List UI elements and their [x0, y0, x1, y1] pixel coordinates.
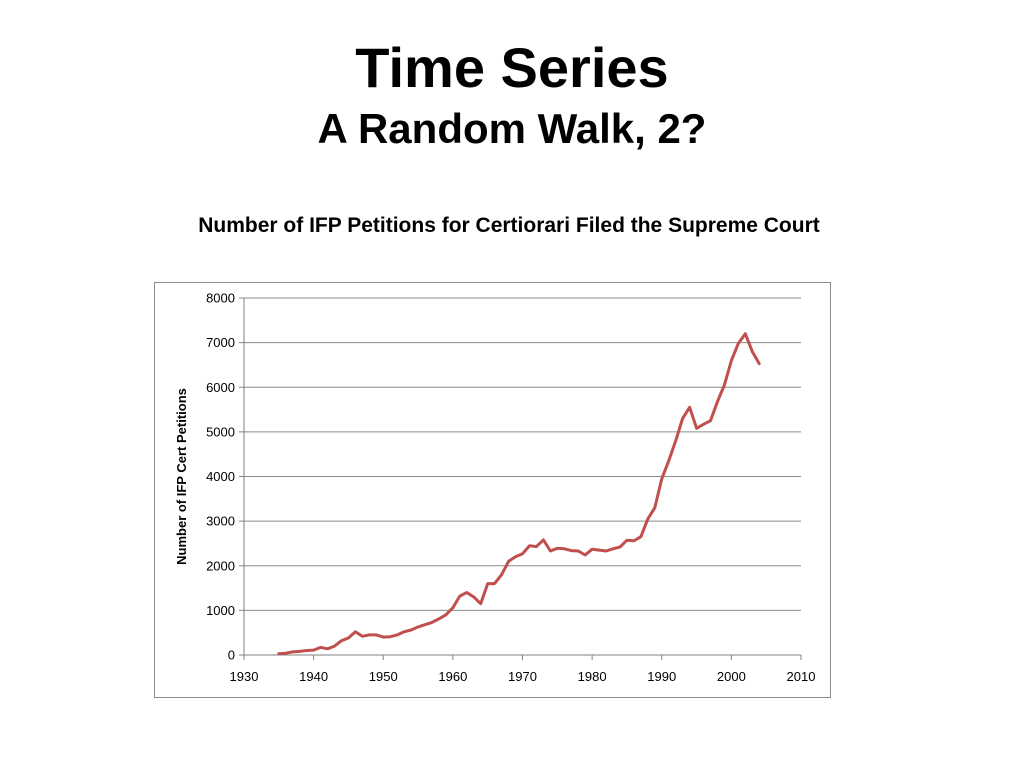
y-tick-label: 6000 — [206, 380, 235, 395]
x-tick-label: 2010 — [787, 669, 816, 684]
chart-frame: 0 1000 2000 3000 4000 5000 6000 7000 8000 1930 194… — [154, 282, 831, 698]
slide-title: Time Series — [355, 36, 669, 99]
y-tick-label: 0 — [228, 648, 235, 663]
slide-subtitle: A Random Walk, 2? — [317, 105, 707, 152]
y-tick-label: 8000 — [206, 291, 235, 306]
x-tick-label: 1990 — [647, 669, 676, 684]
x-tick-label: 2000 — [717, 669, 746, 684]
y-tick-label: 1000 — [206, 603, 235, 618]
line-chart: 0 1000 2000 3000 4000 5000 6000 7000 8000 1930 194… — [174, 291, 816, 685]
series-line-0 — [277, 332, 761, 656]
y-tick-label: 3000 — [206, 514, 235, 529]
x-tick-label: 1940 — [299, 669, 328, 684]
y-tick-label: 2000 — [206, 558, 235, 573]
x-tick-label: 1930 — [230, 669, 259, 684]
chart-caption: Number of IFP Petitions for Certiorari F… — [198, 214, 820, 237]
y-tick-label: 4000 — [206, 469, 235, 484]
x-tick-label: 1950 — [369, 669, 398, 684]
y-tick-label: 5000 — [206, 424, 235, 439]
x-tick-label: 1970 — [508, 669, 537, 684]
x-tick-label: 1980 — [578, 669, 607, 684]
y-tick-label: 7000 — [206, 335, 235, 350]
x-tick-label: 1960 — [438, 669, 467, 684]
y-axis-title: Number of IFP Cert Petitions — [174, 388, 189, 565]
